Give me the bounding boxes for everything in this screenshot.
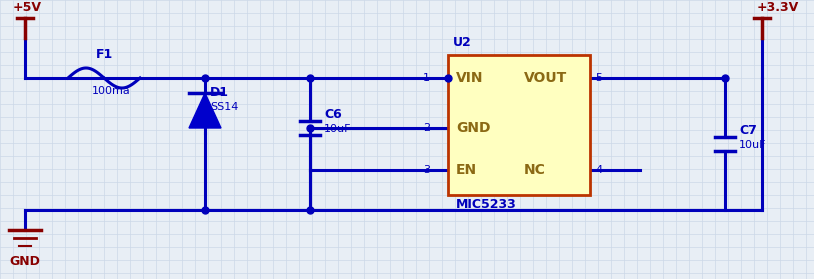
Text: 100ma: 100ma [92,86,131,96]
Text: GND: GND [456,121,491,135]
Text: 4: 4 [595,165,602,175]
Text: GND: GND [10,255,41,268]
Text: 3: 3 [423,165,430,175]
Text: F1: F1 [96,48,113,61]
Text: EN: EN [456,163,477,177]
Polygon shape [189,93,221,128]
Text: +3.3V: +3.3V [757,1,799,14]
Text: U2: U2 [453,36,472,49]
Text: 1: 1 [423,73,430,83]
Text: VIN: VIN [456,71,484,85]
Text: C6: C6 [324,108,342,121]
Text: VOUT: VOUT [524,71,567,85]
Text: SS14: SS14 [210,102,239,112]
Text: C7: C7 [739,124,757,137]
Text: NC: NC [524,163,546,177]
Bar [448,55,590,195]
Text: 5: 5 [595,73,602,83]
Text: 10uF: 10uF [324,124,352,134]
Text: D1: D1 [210,86,229,99]
Text: MIC5233: MIC5233 [456,198,517,211]
Text: 2: 2 [423,123,430,133]
Text: +5V: +5V [13,1,42,14]
Text: 10uF: 10uF [739,140,767,150]
